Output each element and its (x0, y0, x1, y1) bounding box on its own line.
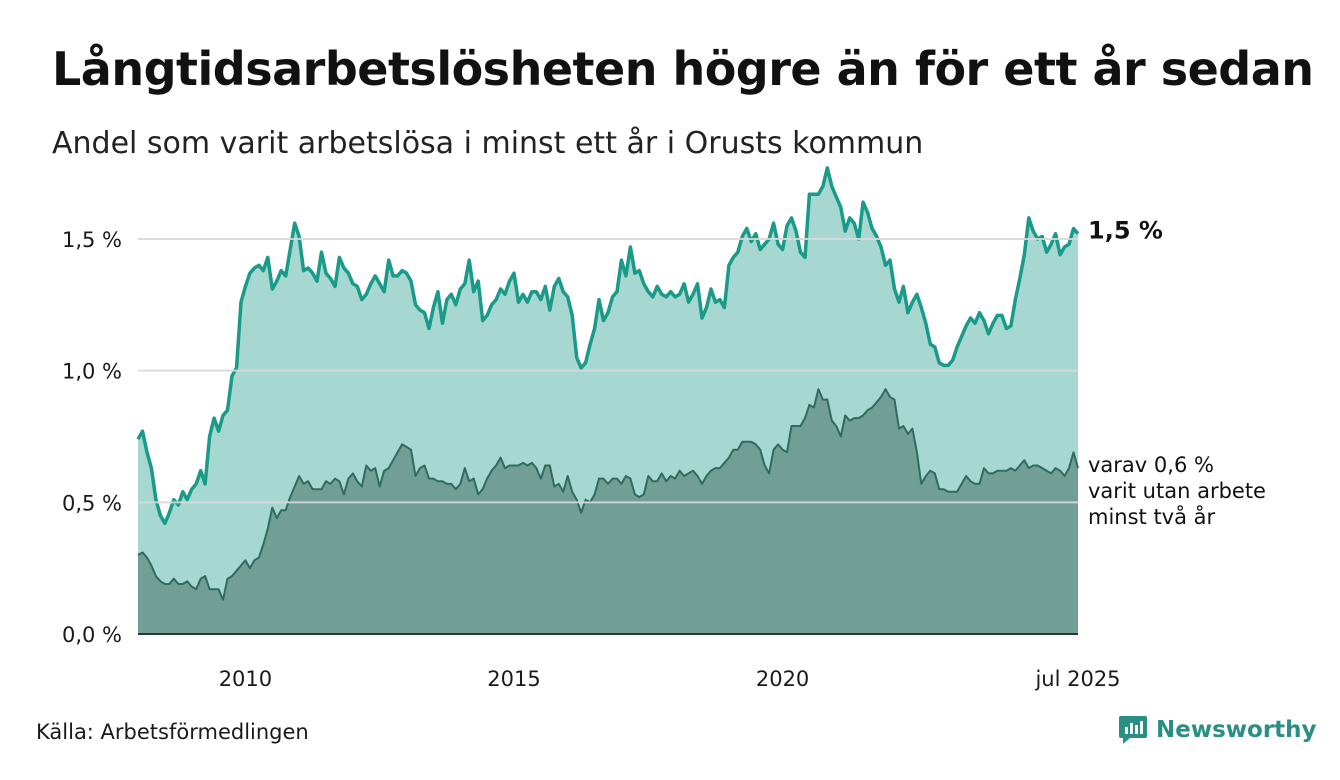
end-label-lower-line: varav 0,6 % (1088, 453, 1214, 477)
y-tick-label: 1,5 % (62, 228, 122, 252)
y-tick-label: 1,0 % (62, 360, 122, 384)
brand-name: Newsworthy (1156, 717, 1317, 743)
y-tick-label: 0,0 % (62, 623, 122, 647)
x-tick-label: jul 2025 (1034, 667, 1120, 691)
end-label-lower-line: minst två år (1088, 504, 1216, 529)
lower-line (137, 388, 1079, 601)
x-tick-label: 2010 (219, 667, 272, 691)
chart-subtitle: Andel som varit arbetslösa i minst ett å… (52, 126, 924, 161)
gridlines (138, 238, 1078, 635)
upper-line (136, 166, 1080, 526)
brand-logo[interactable]: Newsworthy (1118, 714, 1317, 746)
source-note: Källa: Arbetsförmedlingen (36, 720, 309, 744)
y-axis: 0,0 % 0,5 % 1,0 % 1,5 % (62, 228, 122, 647)
x-axis: 2010 2015 2020 jul 2025 (219, 667, 1121, 691)
chart-title: Långtidsarbetslösheten högre än för ett … (52, 42, 1314, 96)
end-label-upper: 1,5 % (1088, 217, 1163, 245)
x-tick-label: 2015 (487, 667, 540, 691)
lower-area (138, 389, 1078, 634)
newsworthy-logo-icon (1119, 716, 1147, 744)
x-tick-label: 2020 (756, 667, 809, 691)
chart-areas (136, 166, 1080, 634)
end-label-lower-line: varit utan arbete (1088, 479, 1266, 503)
y-tick-label: 0,5 % (62, 491, 122, 515)
